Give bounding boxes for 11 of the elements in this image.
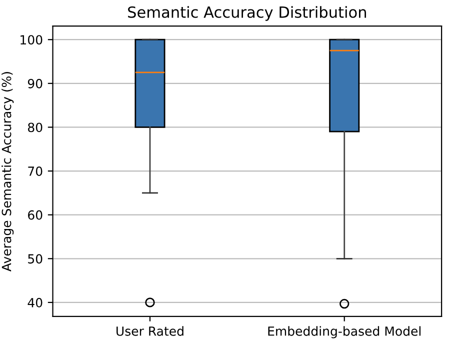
y-tick-label: 40 xyxy=(28,298,42,308)
y-tick-label: 70 xyxy=(28,166,42,176)
y-tick-label: 80 xyxy=(28,122,42,132)
y-tick-label: 90 xyxy=(28,78,42,88)
x-tick-label: Embedding-based Model xyxy=(268,326,421,338)
y-tick-label: 100 xyxy=(20,35,42,45)
y-axis-title: Average Semantic Accuracy (%) xyxy=(2,72,14,272)
y-tick-label: 50 xyxy=(28,254,42,264)
y-tick-label: 60 xyxy=(28,210,42,220)
chart-title: Semantic Accuracy Distribution xyxy=(128,6,366,21)
x-tick-label: User Rated xyxy=(116,326,184,336)
